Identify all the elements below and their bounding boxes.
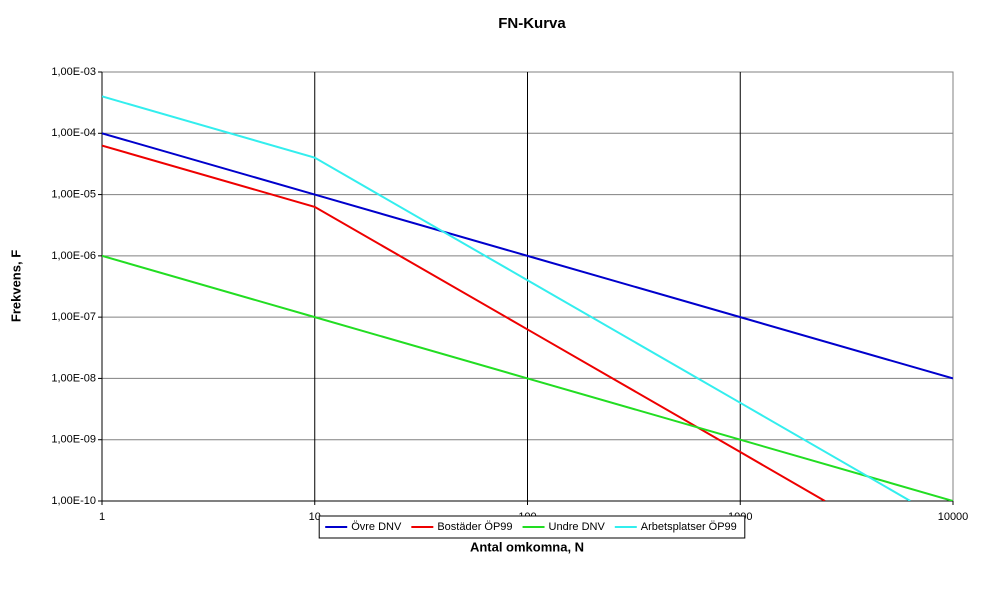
y-tick-label: 1,00E-10 <box>51 495 96 507</box>
legend-label: Övre DNV <box>351 521 402 533</box>
line-series <box>102 132 953 380</box>
line-series <box>102 95 911 501</box>
y-tick-label: 1,00E-03 <box>51 66 96 78</box>
y-axis-label: Frekvens, F <box>8 250 23 322</box>
y-tick-label: 1,00E-08 <box>51 372 96 384</box>
legend: Övre DNV Bostäder ÖP99 Undre DNV Arbetsplat… <box>318 515 746 539</box>
y-tick-label: 1,00E-07 <box>51 311 96 323</box>
legend-label: Bostäder ÖP99 <box>437 521 512 533</box>
x-tick-label: 1 <box>99 511 105 523</box>
line-series <box>102 254 953 501</box>
x-tick-label: 10000 <box>938 511 969 523</box>
x-tick-label: 10 <box>309 511 321 523</box>
y-tick-label: 1,00E-06 <box>51 250 96 262</box>
legend-label: Undre DNV <box>549 521 606 533</box>
chart-title: FN-Kurva <box>498 15 566 32</box>
y-tick-label: 1,00E-05 <box>51 188 96 200</box>
x-axis-label: Antal omkomna, N <box>470 539 584 554</box>
line-series <box>102 144 826 501</box>
y-tick-label: 1,00E-04 <box>51 127 96 139</box>
y-tick-label: 1,00E-09 <box>51 434 96 446</box>
legend-label: Arbetsplatser ÖP99 <box>641 521 737 533</box>
